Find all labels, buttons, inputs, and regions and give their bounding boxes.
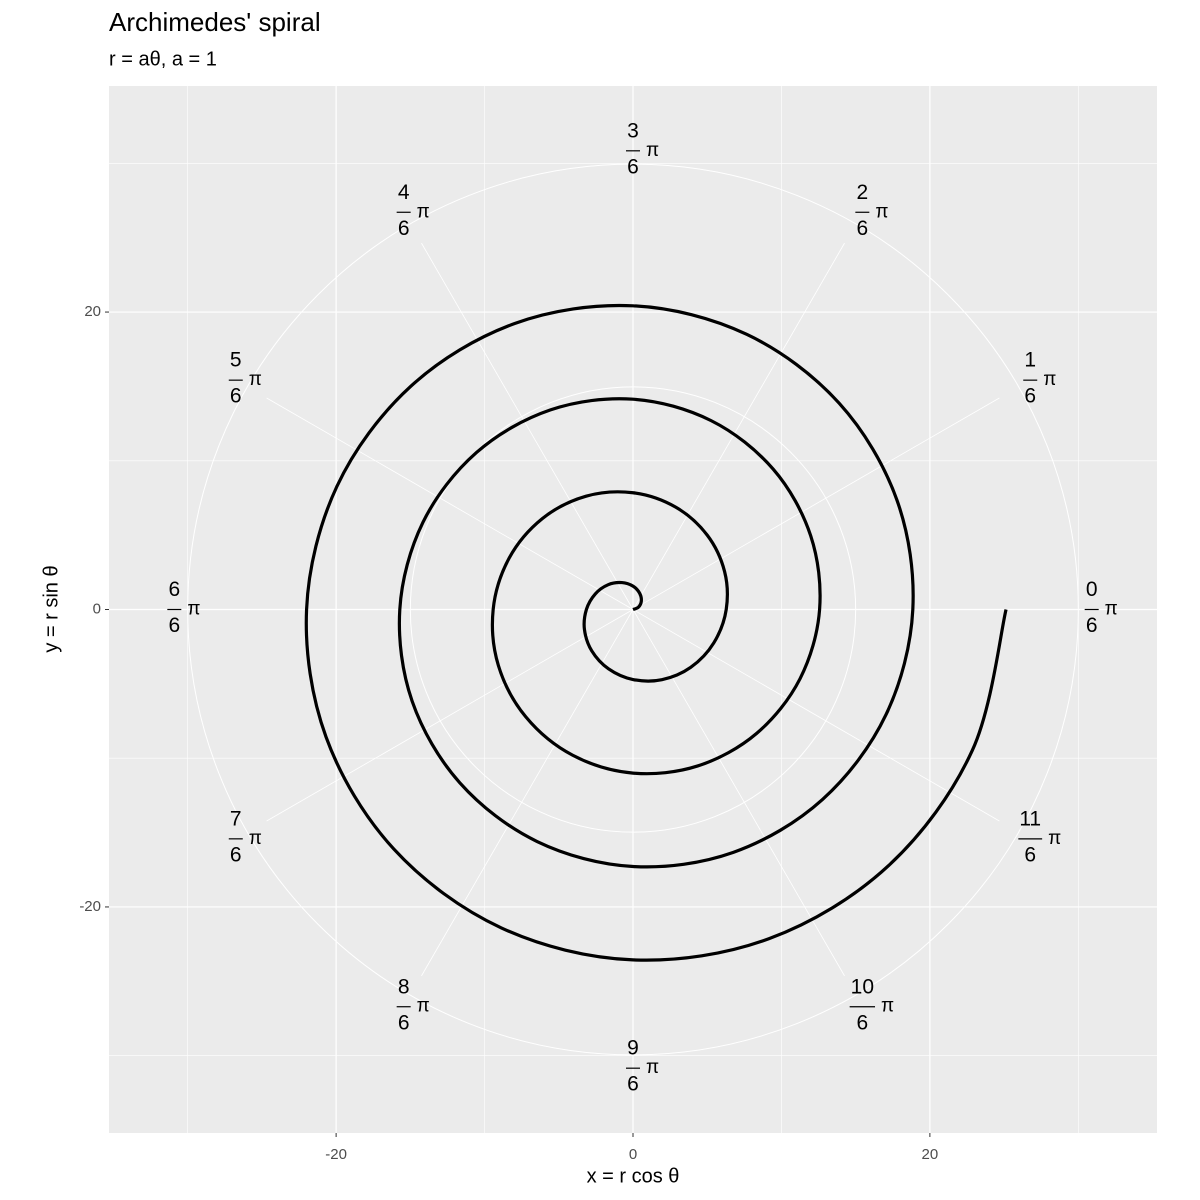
angle-symbol: π bbox=[1048, 828, 1061, 849]
angle-numerator: 11 bbox=[1019, 807, 1041, 830]
x-axis-label: x = r cos θ bbox=[587, 1165, 680, 1187]
polar-spoke bbox=[421, 242, 634, 610]
polar-spoke bbox=[632, 609, 845, 977]
angle-denominator: 6 bbox=[168, 614, 180, 637]
angle-symbol: π bbox=[881, 996, 894, 1017]
angle-denominator: 6 bbox=[1024, 843, 1036, 866]
angle-denominator: 6 bbox=[398, 217, 410, 240]
angle-label: 1 6π bbox=[1023, 349, 1056, 408]
angle-symbol: π bbox=[1105, 599, 1118, 620]
angle-denominator: 6 bbox=[230, 843, 242, 866]
angle-numerator: 1 bbox=[1024, 349, 1036, 372]
polar-spoke bbox=[632, 609, 1000, 822]
angle-numerator: 8 bbox=[398, 975, 410, 998]
angle-numerator: 6 bbox=[168, 578, 180, 601]
spiral-line bbox=[304, 303, 1008, 962]
y-tick-label: -20 bbox=[79, 898, 101, 915]
angle-denominator: 6 bbox=[1024, 385, 1036, 408]
y-tick-label: 0 bbox=[93, 600, 101, 617]
angle-numerator: 7 bbox=[230, 807, 242, 830]
angle-numerator: 10 bbox=[851, 975, 874, 998]
polar-spoke bbox=[266, 609, 634, 822]
angle-symbol: π bbox=[249, 369, 262, 390]
angle-denominator: 6 bbox=[856, 217, 868, 240]
angle-numerator: 0 bbox=[1086, 578, 1098, 601]
angle-numerator: 3 bbox=[627, 119, 639, 142]
y-tick-label: 20 bbox=[84, 303, 101, 320]
angle-symbol: π bbox=[417, 201, 430, 222]
angle-label: 7 6π bbox=[228, 807, 262, 866]
angle-symbol: π bbox=[646, 140, 659, 161]
angle-label: 9 6π bbox=[626, 1037, 659, 1096]
angle-symbol: π bbox=[249, 828, 262, 849]
chart-title: Archimedes' spiral bbox=[109, 7, 321, 37]
angle-denominator: 6 bbox=[627, 155, 639, 178]
x-tick-label: 20 bbox=[922, 1146, 939, 1163]
angle-label: 2 6π bbox=[855, 181, 888, 240]
angle-label: 0 6π bbox=[1084, 578, 1118, 637]
angle-label: 3 6π bbox=[626, 119, 659, 178]
angle-label: 11 6π bbox=[1018, 807, 1061, 866]
angle-symbol: π bbox=[875, 201, 888, 222]
angle-numerator: 4 bbox=[398, 181, 410, 204]
angle-label: 10 6π bbox=[849, 975, 894, 1034]
angle-label: 5 6π bbox=[228, 349, 262, 408]
x-tick-label: -20 bbox=[325, 1146, 347, 1163]
polar-circle bbox=[187, 163, 1079, 1056]
angle-symbol: π bbox=[1043, 369, 1056, 390]
angle-denominator: 6 bbox=[627, 1073, 639, 1096]
y-axis-label: y = r sin θ bbox=[40, 565, 62, 652]
angle-denominator: 6 bbox=[230, 385, 242, 408]
polar-spoke bbox=[421, 609, 634, 977]
polar-spoke bbox=[632, 242, 845, 610]
angle-label: 6 6π bbox=[167, 578, 200, 637]
angle-label: 4 6π bbox=[396, 181, 430, 240]
angle-label: 8 6π bbox=[396, 975, 430, 1034]
angle-symbol: π bbox=[417, 996, 430, 1017]
angle-denominator: 6 bbox=[1086, 614, 1098, 637]
x-tick-label: 0 bbox=[629, 1146, 637, 1163]
chart-subtitle: r = aθ, a = 1 bbox=[109, 48, 217, 70]
angle-numerator: 9 bbox=[627, 1037, 639, 1060]
angle-denominator: 6 bbox=[856, 1011, 868, 1034]
polar-spoke bbox=[266, 397, 634, 610]
angle-symbol: π bbox=[187, 599, 200, 620]
angle-denominator: 6 bbox=[398, 1011, 410, 1034]
angle-numerator: 2 bbox=[856, 181, 868, 204]
angle-symbol: π bbox=[646, 1057, 659, 1078]
polar-spoke bbox=[632, 397, 1000, 610]
angle-numerator: 5 bbox=[230, 349, 242, 372]
